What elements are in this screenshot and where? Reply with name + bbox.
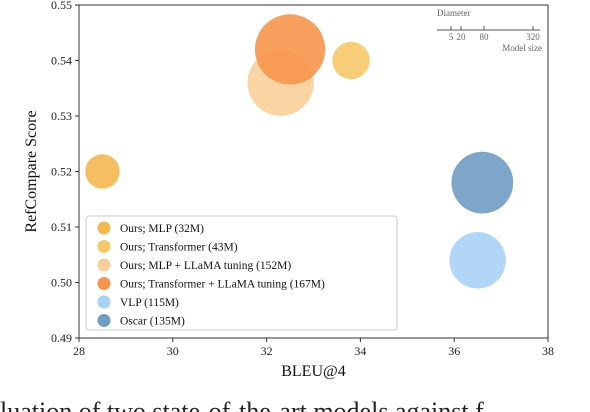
size-legend-tick-label: 5 [449,32,454,42]
bubble-4 [449,232,506,289]
legend-label: Oscar (135M) [120,316,185,328]
x-tick-label: 30 [167,344,179,358]
legend-label: VLP (115M) [120,297,179,309]
x-tick-label: 28 [73,344,85,358]
legend-item: Ours; Transformer (43M) [97,240,238,254]
legend: Ours; MLP (32M) Ours; Transformer (43M) Ou… [85,215,398,331]
x-tick-label: 36 [448,344,460,358]
legend-item: Oscar (135M) [97,314,185,328]
size-legend-tick-label: 320 [526,32,540,42]
size-legend-tick-label: 20 [457,32,467,42]
y-axis-ticks: 0.49 0.50 0.51 0.52 0.53 0.54 0.55 [51,0,79,345]
size-legend-title: Diameter [437,8,470,18]
legend-marker [97,240,111,253]
y-axis-title: RefCompare Score [23,110,40,232]
x-axis-ticks: 28 30 32 34 36 38 [73,338,554,358]
legend-box [85,215,398,331]
bubble-layer [85,14,514,289]
legend-label: Ours; Transformer + LLaMA tuning (167M) [120,279,325,291]
bubble-5 [451,151,514,214]
y-tick-label: 0.55 [51,0,72,12]
y-tick-label: 0.52 [51,165,72,179]
y-tick-label: 0.51 [51,220,72,234]
legend-item: Ours; Transformer + LLaMA tuning (167M) [97,277,325,291]
legend-label: Ours; Transformer (43M) [120,242,238,254]
y-tick-label: 0.54 [51,54,72,68]
legend-marker [97,277,111,290]
bubble-0 [85,154,120,189]
bubble-3 [254,14,326,85]
y-tick-label: 0.50 [51,276,72,290]
legend-marker [97,314,111,327]
legend-marker [97,258,111,272]
x-axis-title: BLEU@4 [281,363,346,380]
legend-item: VLP (115M) [97,295,179,309]
legend-marker [97,221,111,235]
legend-item: Ours; MLP + LLaMA tuning (152M) [97,258,291,272]
x-tick-label: 34 [354,344,366,358]
x-tick-label: 38 [542,344,554,358]
legend-label: Ours; MLP (32M) [120,223,204,235]
bubble-chart: 28 30 32 34 36 38 0.49 0.50 0.51 0.52 0.53 0.54 0.5… [23,0,554,380]
legend-marker [97,295,111,309]
size-legend-label: Model size [502,43,542,53]
size-legend-tick-label: 80 [480,32,490,42]
legend-label: Ours; MLP + LLaMA tuning (152M) [120,260,291,272]
caption-text: luation of two state-of-the-art models a… [0,397,484,412]
y-tick-label: 0.53 [51,109,72,123]
bubble-1 [332,41,370,80]
x-tick-label: 32 [261,344,273,358]
legend-item: Ours; MLP (32M) [97,221,204,235]
y-tick-label: 0.49 [51,331,72,345]
